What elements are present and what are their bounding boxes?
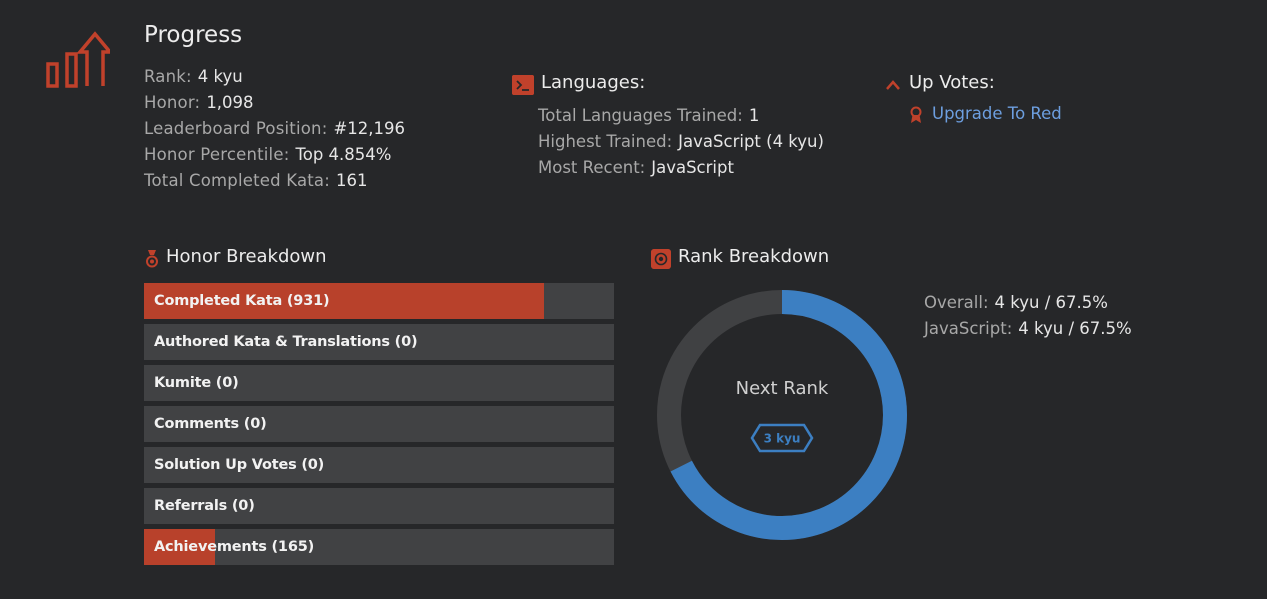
progress-stats: Rank: 4 kyu Honor: 1,098 Leaderboard Posit… xyxy=(144,64,405,194)
stat-value: JavaScript xyxy=(651,158,734,177)
stat-label: Rank: xyxy=(144,67,192,86)
stat-value: #12,196 xyxy=(333,119,406,138)
stat-value: 4 kyu / 67.5% xyxy=(994,293,1108,312)
honor-bar-solution-up-votes: Solution Up Votes (0) xyxy=(144,447,614,483)
stat-value: Top 4.854% xyxy=(295,145,392,164)
stat-total-languages: Total Languages Trained: 1 xyxy=(538,103,824,129)
honor-bar-completed-kata: Completed Kata (931) xyxy=(144,283,614,319)
medal-icon xyxy=(146,250,158,268)
ribbon-award-icon xyxy=(910,106,922,123)
stat-value: 4 kyu / 67.5% xyxy=(1018,319,1132,338)
bar-label: Achievements (165) xyxy=(154,539,315,555)
stat-highest-trained: Highest Trained: JavaScript (4 kyu) xyxy=(538,129,824,155)
next-rank-badge-text: 3 kyu xyxy=(764,432,801,446)
next-rank-badge: 3 kyu xyxy=(750,423,814,453)
stat-label: Total Completed Kata: xyxy=(144,171,330,190)
stat-value: 161 xyxy=(336,171,368,190)
stat-label: Honor: xyxy=(144,93,201,112)
bar-fill xyxy=(144,283,544,319)
bar-fill xyxy=(144,529,215,565)
honor-bar-kumite: Kumite (0) xyxy=(144,365,614,401)
honor-bar-comments: Comments (0) xyxy=(144,406,614,442)
bar-label: Completed Kata (931) xyxy=(154,293,330,309)
stat-honor-percentile: Honor Percentile: Top 4.854% xyxy=(144,142,405,168)
honor-bar-referrals: Referrals (0) xyxy=(144,488,614,524)
bar-label: Authored Kata & Translations (0) xyxy=(154,334,418,350)
next-rank-label: Next Rank xyxy=(735,378,829,399)
honor-bar-achievements: Achievements (165) xyxy=(144,529,614,565)
stat-label: Honor Percentile: xyxy=(144,145,290,164)
languages-title: Languages: xyxy=(541,72,646,93)
chevron-up-icon xyxy=(886,80,900,90)
up-votes-title: Up Votes: xyxy=(909,72,995,93)
rank-progress-donut xyxy=(657,290,907,540)
stat-label: Total Languages Trained: xyxy=(538,106,743,125)
target-icon xyxy=(651,249,671,269)
stat-label: Overall: xyxy=(924,293,989,312)
upgrade-to-red-link[interactable]: Upgrade To Red xyxy=(932,104,1062,123)
rank-stats: Overall: 4 kyu / 67.5% JavaScript: 4 kyu /… xyxy=(924,290,1132,342)
bar-label: Kumite (0) xyxy=(154,375,239,391)
stat-label: Leaderboard Position: xyxy=(144,119,328,138)
donut-progress-arc xyxy=(657,290,907,540)
stat-label: Highest Trained: xyxy=(538,132,673,151)
bar-label: Solution Up Votes (0) xyxy=(154,457,325,473)
stat-value: 1 xyxy=(748,106,760,125)
progress-title: Progress xyxy=(144,22,243,48)
stat-overall: Overall: 4 kyu / 67.5% xyxy=(924,290,1132,316)
stat-most-recent: Most Recent: JavaScript xyxy=(538,155,824,181)
honor-bar-authored-kata: Authored Kata & Translations (0) xyxy=(144,324,614,360)
languages-stats: Total Languages Trained: 1 Highest Traine… xyxy=(538,103,824,181)
stat-leaderboard-position: Leaderboard Position: #12,196 xyxy=(144,116,405,142)
stat-rank: Rank: 4 kyu xyxy=(144,64,405,90)
stat-value: 4 kyu xyxy=(197,67,243,86)
bar-label: Comments (0) xyxy=(154,416,267,432)
stat-label: Most Recent: xyxy=(538,158,646,177)
rank-breakdown-title: Rank Breakdown xyxy=(678,246,830,267)
honor-breakdown-title: Honor Breakdown xyxy=(166,246,327,267)
stat-javascript: JavaScript: 4 kyu / 67.5% xyxy=(924,316,1132,342)
progress-chart-icon xyxy=(46,31,110,88)
honor-breakdown-bars: Completed Kata (931) Authored Kata & Tra… xyxy=(144,283,614,570)
stat-label: JavaScript: xyxy=(924,319,1013,338)
stat-value: JavaScript (4 kyu) xyxy=(678,132,824,151)
stat-value: 1,098 xyxy=(206,93,254,112)
terminal-icon xyxy=(512,75,534,95)
stat-honor: Honor: 1,098 xyxy=(144,90,405,116)
stat-total-completed-kata: Total Completed Kata: 161 xyxy=(144,168,405,194)
bar-label: Referrals (0) xyxy=(154,498,255,514)
